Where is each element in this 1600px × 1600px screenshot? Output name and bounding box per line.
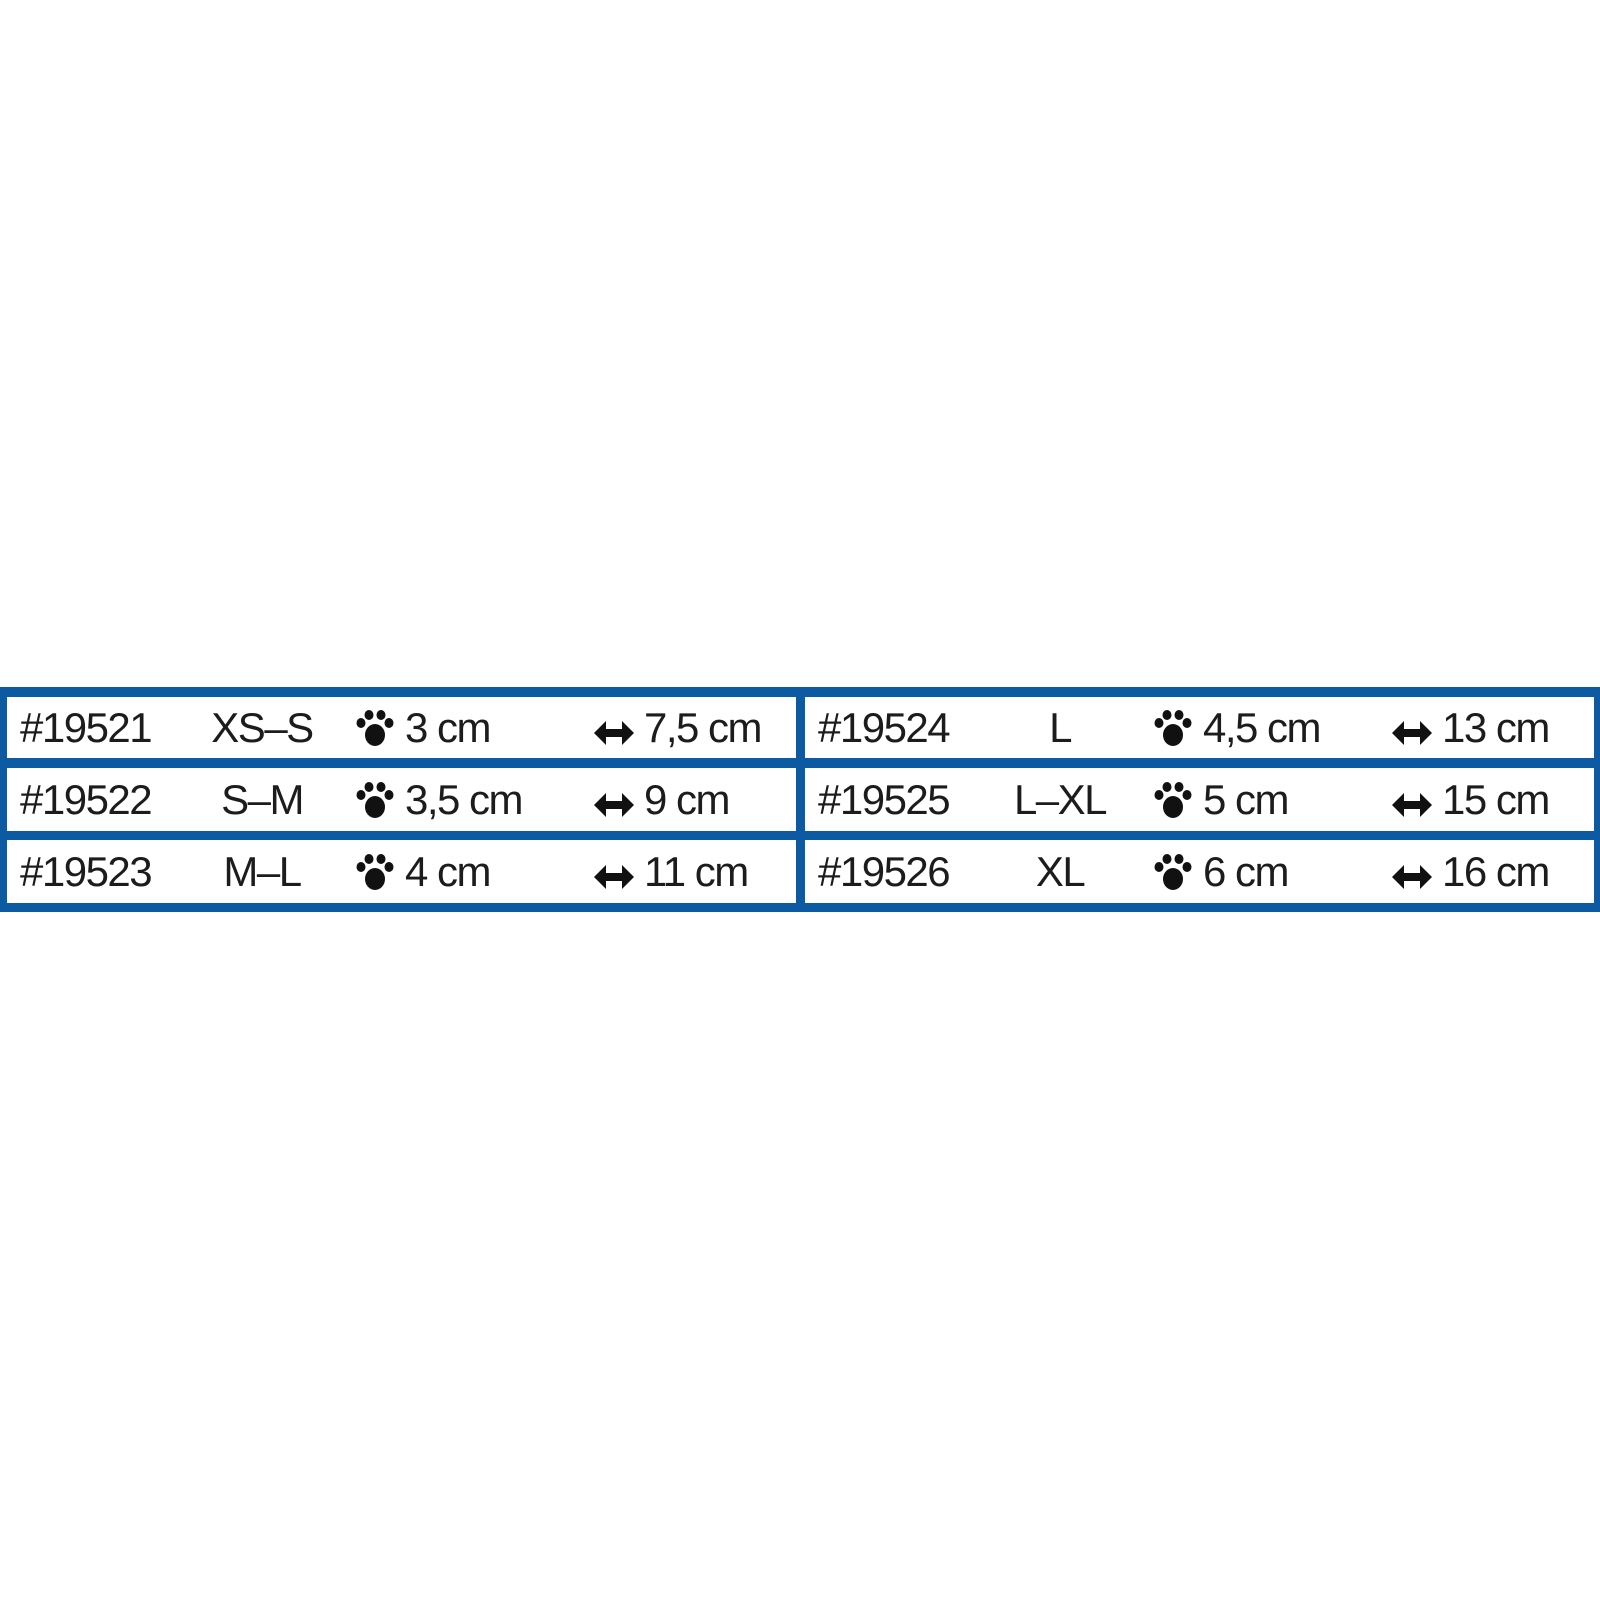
table-row: #19522 S–M 3,5 cm 9 cm: [7, 768, 796, 831]
size-label: S–M: [221, 775, 304, 823]
table-row: #19521 XS–S 3 cm 7,5 cm: [7, 697, 796, 758]
table-row: #19525 L–XL 5 cm 15 cm: [805, 768, 1594, 831]
article-number: #19526: [818, 847, 951, 895]
table-row: #19526 XL 6 cm 16 cm: [805, 840, 1594, 903]
paw-icon: [355, 708, 395, 748]
table-row: #19524 L 4,5 cm 13 cm: [805, 697, 1594, 758]
double-arrow-icon: [592, 857, 636, 889]
size-label: L: [1049, 703, 1072, 751]
length-value: 11 cm: [644, 847, 749, 895]
length-value: 9 cm: [644, 775, 731, 823]
double-arrow-icon: [592, 713, 636, 745]
article-number: #19523: [20, 847, 153, 895]
paw-icon: [1153, 852, 1193, 892]
size-label: XS–S: [211, 703, 314, 751]
double-arrow-icon: [1390, 785, 1434, 817]
paw-width-value: 3 cm: [405, 703, 492, 751]
paw-width-value: 6 cm: [1203, 847, 1290, 895]
paw-width-value: 4,5 cm: [1203, 703, 1322, 751]
paw-icon: [1153, 780, 1193, 820]
paw-width-value: 5 cm: [1203, 775, 1290, 823]
length-value: 15 cm: [1442, 775, 1550, 823]
paw-width-value: 3,5 cm: [405, 775, 524, 823]
size-label: M–L: [223, 847, 302, 895]
article-number: #19524: [818, 703, 951, 751]
length-value: 16 cm: [1442, 847, 1550, 895]
double-arrow-icon: [592, 785, 636, 817]
paw-width-value: 4 cm: [405, 847, 492, 895]
table-row: #19523 M–L 4 cm 11 cm: [7, 840, 796, 903]
length-value: 7,5 cm: [644, 703, 763, 751]
paw-icon: [1153, 708, 1193, 748]
article-number: #19522: [20, 775, 153, 823]
double-arrow-icon: [1390, 857, 1434, 889]
paw-icon: [355, 780, 395, 820]
length-value: 13 cm: [1442, 703, 1550, 751]
article-number: #19521: [20, 703, 153, 751]
size-label: XL: [1035, 847, 1086, 895]
paw-icon: [355, 852, 395, 892]
size-label: L–XL: [1013, 775, 1108, 823]
double-arrow-icon: [1390, 713, 1434, 745]
article-number: #19525: [818, 775, 951, 823]
